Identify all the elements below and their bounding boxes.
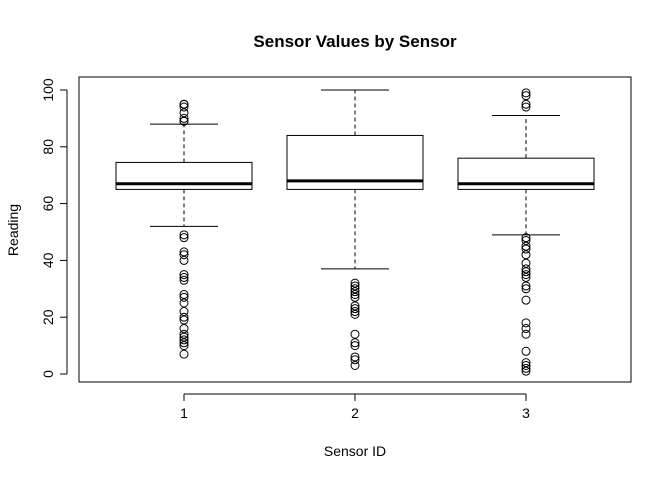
y-tick-label-100: 100 [40,78,56,102]
sensor-1-outlier-point [180,350,188,358]
sensor-2-outlier-point [351,361,359,369]
y-tick-label-0: 0 [40,370,56,378]
sensor-3-outlier-point [522,251,530,259]
sensor-3-outlier-point [522,347,530,355]
y-axis-label: Reading [5,204,21,256]
x-tick-label-3: 3 [522,405,530,421]
x-tick-label-1: 1 [180,405,188,421]
plot-layer: 0 20 40 60 80 100 1 2 3 [40,78,594,421]
sensor-3-outlier-point [522,330,530,338]
sensor-1-outlier-point [180,299,188,307]
sensor-3-outlier-point [522,296,530,304]
sensor-1-box [116,162,252,189]
y-tick-label-40: 40 [40,252,56,268]
y-tick-label-20: 20 [40,309,56,325]
chart-title: Sensor Values by Sensor [253,32,457,51]
x-axis-label: Sensor ID [324,443,386,459]
plot-frame [79,77,631,382]
y-tick-label-60: 60 [40,196,56,212]
sensor-1-outlier-point [180,256,188,264]
x-tick-label-2: 2 [351,405,359,421]
sensor-2-outlier-point [351,330,359,338]
y-tick-label-80: 80 [40,139,56,155]
